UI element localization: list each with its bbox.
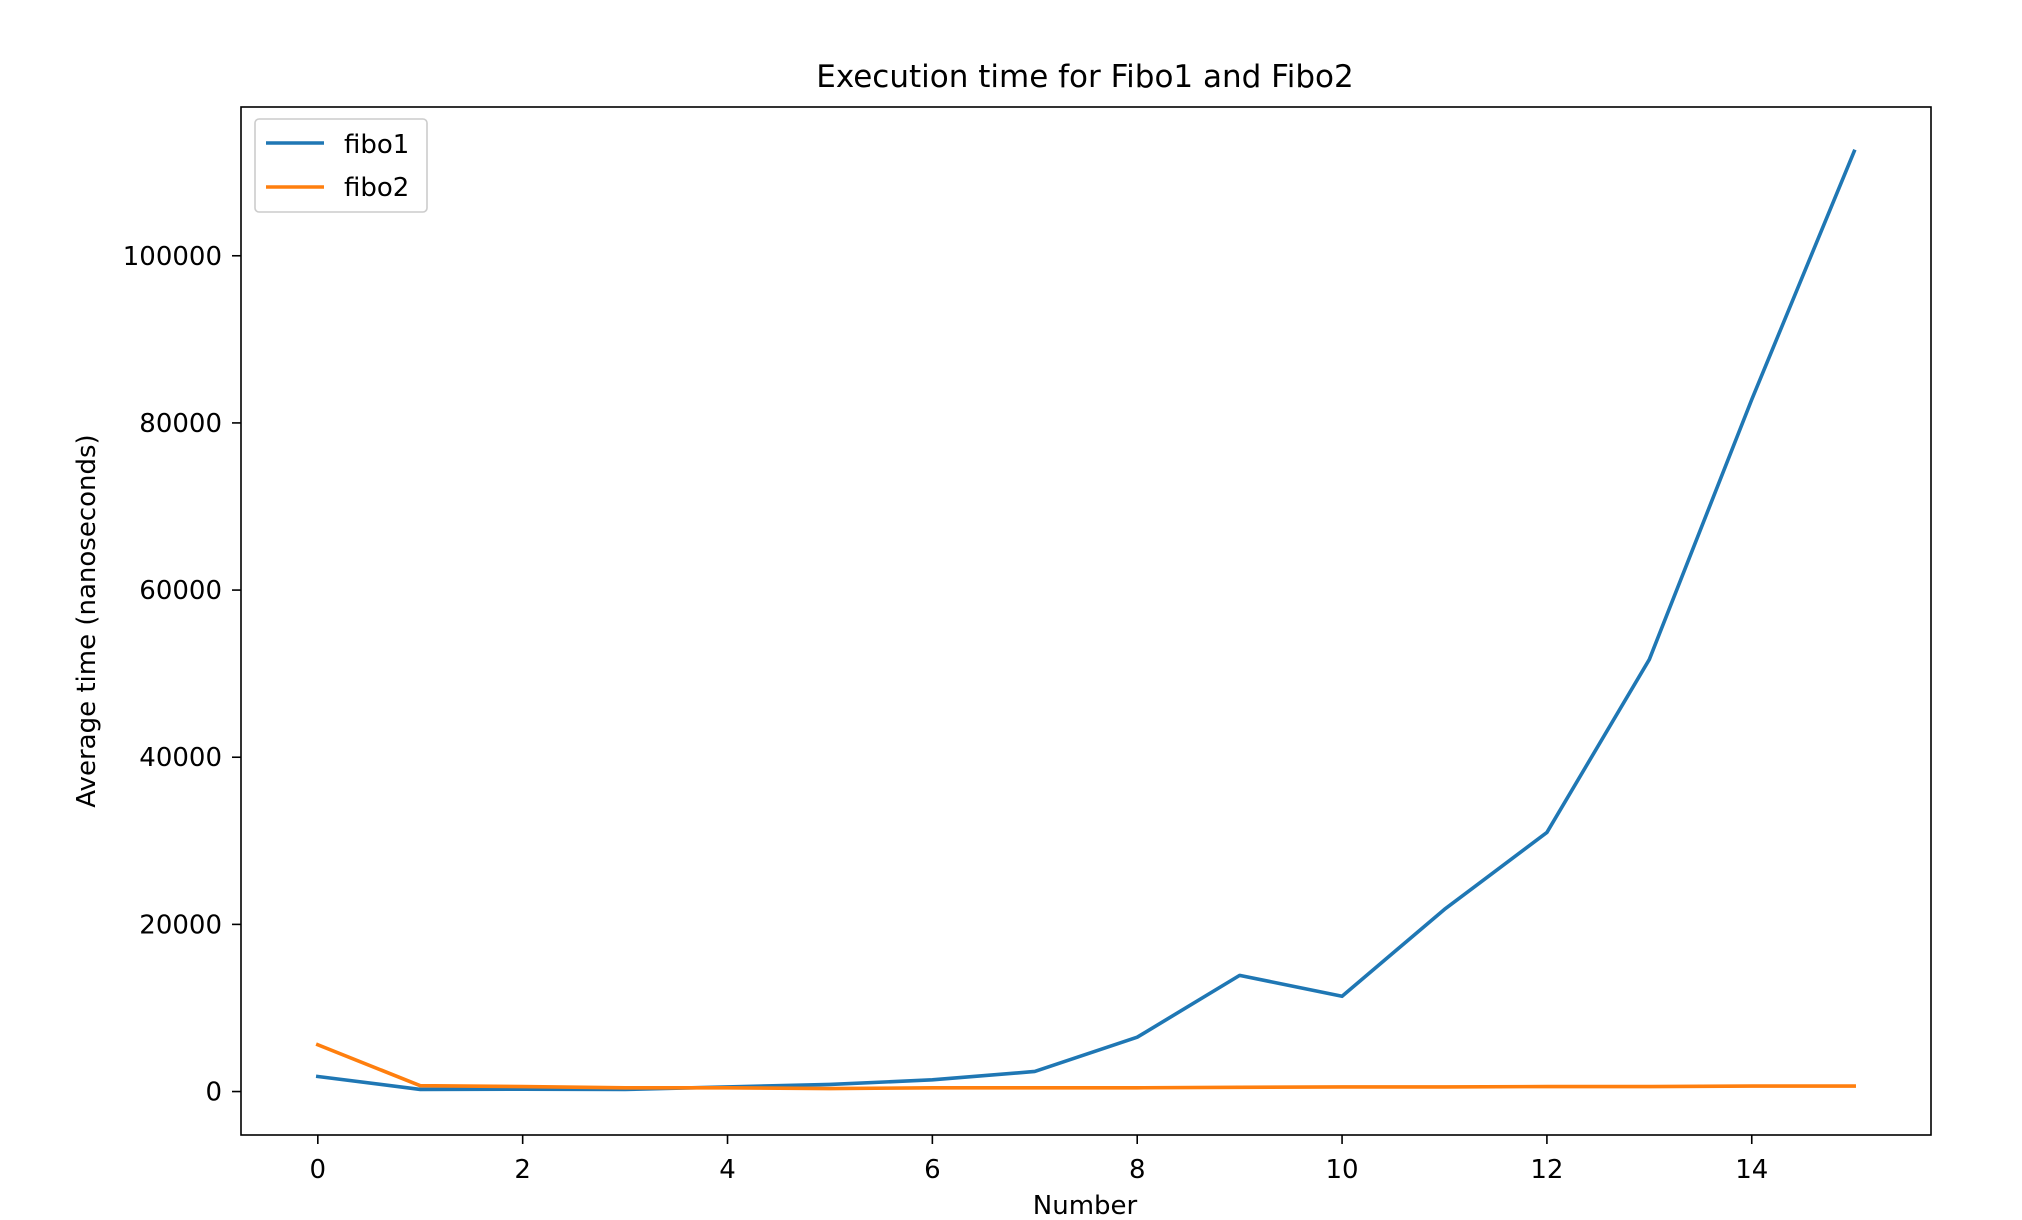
y-axis: 0 20000 40000 60000 80000 100000 bbox=[123, 242, 241, 1108]
y-tick-label: 40000 bbox=[139, 743, 222, 773]
x-tick-label: 8 bbox=[1129, 1155, 1146, 1185]
legend-label-fibo1: fibo1 bbox=[344, 130, 409, 160]
chart-title: Execution time for Fibo1 and Fibo2 bbox=[816, 59, 1354, 95]
x-tick-label: 12 bbox=[1530, 1155, 1563, 1185]
y-tick-label: 20000 bbox=[139, 910, 222, 940]
x-tick-label: 0 bbox=[310, 1155, 327, 1185]
legend: fibo1 fibo2 bbox=[254, 118, 428, 213]
plot-area bbox=[240, 106, 1932, 1136]
x-tick-label: 10 bbox=[1326, 1155, 1359, 1185]
x-tick-label: 6 bbox=[924, 1155, 941, 1185]
plot-frame bbox=[240, 106, 1932, 1136]
y-tick-label: 0 bbox=[205, 1078, 222, 1108]
series-line-fibo1 bbox=[315, 148, 1857, 1092]
series-line-fibo2 bbox=[315, 1042, 1856, 1091]
x-axis: 0 2 4 6 8 10 12 14 bbox=[310, 1135, 1768, 1185]
x-tick-label: 2 bbox=[514, 1155, 531, 1185]
y-tick-label: 100000 bbox=[123, 242, 222, 272]
y-tick-label: 80000 bbox=[139, 409, 222, 439]
legend-label-fibo2: fibo2 bbox=[344, 173, 409, 203]
series-group bbox=[315, 148, 1857, 1092]
x-axis-title: Number bbox=[1033, 1191, 1138, 1220]
x-tick-label: 4 bbox=[719, 1155, 736, 1185]
y-tick-label: 60000 bbox=[139, 576, 222, 606]
x-tick-label: 14 bbox=[1735, 1155, 1768, 1185]
y-axis-title: Average time (nanoseconds) bbox=[72, 434, 102, 807]
